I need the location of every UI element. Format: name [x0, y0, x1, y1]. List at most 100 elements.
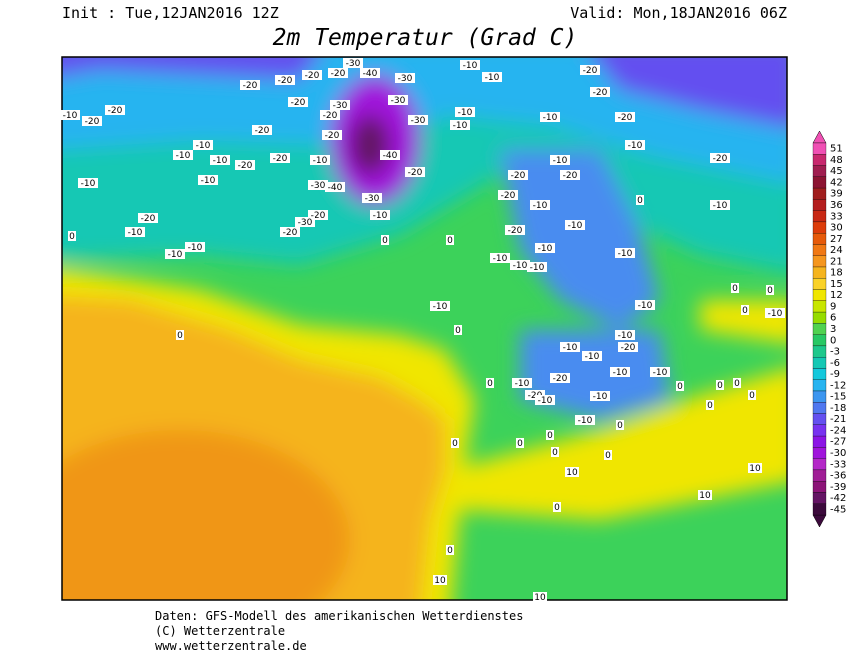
legend-swatch [812, 492, 827, 504]
contour-label-box [370, 210, 390, 220]
contour-label: 10 [534, 593, 546, 603]
valid-time: Valid: Mon,18JAN2016 06Z [570, 4, 787, 22]
contour-label: 0 [707, 401, 713, 411]
contour-label: 0 [552, 448, 558, 458]
contour-label-box [173, 150, 193, 160]
legend-label: -9 [830, 369, 840, 380]
contour-label-box [235, 160, 255, 170]
contour-label-box [308, 210, 328, 220]
legend-label: 33 [830, 211, 843, 222]
contour-label: 0 [717, 381, 723, 391]
contour-label-box [650, 367, 670, 377]
contour-label-box [295, 217, 315, 227]
contour-label: -10 [618, 331, 633, 341]
legend-swatch [812, 458, 827, 471]
legend-label: 51 [830, 144, 843, 155]
contour-label-box [636, 195, 644, 205]
legend-label: -39 [830, 482, 846, 493]
contour-label-box [560, 170, 580, 180]
legend-swatch [812, 334, 827, 347]
legend-swatch [812, 154, 827, 166]
contour-label-box [198, 175, 218, 185]
contour-label: -20 [243, 81, 258, 91]
contour-label: -10 [373, 211, 388, 221]
legend-swatch [812, 379, 827, 392]
contour-label: -20 [408, 168, 423, 178]
footer-line: Daten: GFS-Modell des amerikanischen Wet… [155, 609, 523, 623]
contour-label-box [550, 373, 570, 383]
legend-label: 45 [830, 166, 843, 177]
contour-label: -10 [433, 302, 448, 312]
contour-label: 0 [742, 306, 748, 316]
contour-label: -20 [618, 113, 633, 123]
contour-label-box [710, 153, 730, 163]
legend-swatch [812, 221, 827, 234]
contour-label: -10 [638, 301, 653, 311]
contour-label: 0 [382, 236, 388, 246]
contour-label: -20 [331, 69, 346, 79]
contour-label-box [765, 308, 785, 318]
legend-swatch [812, 142, 827, 155]
legend-swatch [812, 199, 827, 211]
contour-label: -20 [553, 374, 568, 384]
contour-label: -10 [176, 151, 191, 161]
legend-label: -27 [830, 437, 846, 448]
contour-label: -10 [63, 111, 78, 121]
legend-swatch [812, 210, 827, 223]
legend-swatch [812, 413, 827, 425]
contour-label-box [733, 378, 741, 388]
contour-label-box [450, 120, 470, 130]
contour-label: -20 [108, 106, 123, 116]
contour-label-box [388, 95, 408, 105]
contour-label: -10 [530, 263, 545, 273]
contour-label-box [510, 260, 530, 270]
contour-label-box [618, 342, 638, 352]
color-legend: 51484542393633302724211815129630-3-6-9-1… [812, 130, 846, 528]
contour-label-box [527, 262, 547, 272]
legend-swatch [812, 266, 827, 279]
map-title: 2m Temperatur (Grad C) [273, 25, 578, 51]
contour-label: -20 [238, 161, 253, 171]
legend-label: 27 [830, 234, 843, 245]
hot-core [62, 430, 350, 600]
contour-label-box [553, 502, 561, 512]
contour-label-box [590, 87, 610, 97]
contour-label: -40 [383, 151, 398, 161]
contour-label-box [302, 70, 322, 80]
contour-label: 0 [554, 503, 560, 513]
contour-label-box [210, 155, 230, 165]
legend-label: -45 [830, 504, 846, 515]
legend-label: 42 [830, 177, 843, 188]
legend-label: 9 [830, 301, 836, 312]
legend-label: 0 [830, 335, 836, 346]
contour-label: -10 [533, 201, 548, 211]
contour-label-box [635, 300, 655, 310]
contour-label-box [288, 97, 308, 107]
contour-label: -20 [141, 214, 156, 224]
contour-label: 0 [517, 439, 523, 449]
contour-label-box [741, 305, 749, 315]
legend-label: 6 [830, 313, 836, 324]
legend-swatch [812, 278, 827, 290]
contour-label: -10 [196, 141, 211, 151]
contour-label-box [320, 110, 340, 120]
legend-swatch [812, 435, 827, 448]
legend-swatch [812, 311, 827, 324]
legend-swatch [812, 503, 827, 516]
contour-label: -10 [568, 221, 583, 231]
contour-label-box [533, 592, 547, 602]
contour-label-box [82, 116, 102, 126]
contour-label: -10 [463, 61, 478, 71]
contour-label-box [360, 68, 380, 78]
contour-label: -10 [713, 201, 728, 211]
legend-arrow-bottom [812, 514, 827, 528]
contour-label: -30 [346, 59, 361, 69]
contour-label: 0 [447, 546, 453, 556]
contour-label: -20 [621, 343, 636, 353]
contour-label-box [446, 235, 454, 245]
contour-label: -10 [613, 368, 628, 378]
contour-label-box [328, 68, 348, 78]
contour-label-box [604, 450, 612, 460]
legend-swatch [812, 368, 827, 380]
